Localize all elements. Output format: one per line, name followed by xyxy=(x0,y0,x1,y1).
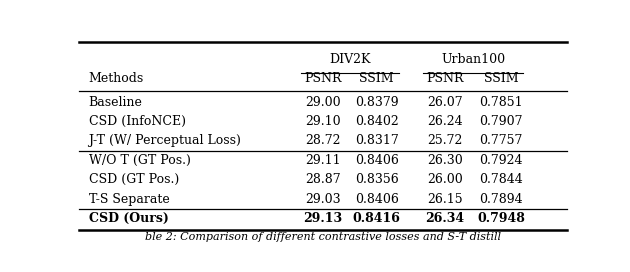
Text: PSNR: PSNR xyxy=(426,72,464,85)
Text: 0.8406: 0.8406 xyxy=(355,154,399,167)
Text: SSIM: SSIM xyxy=(359,72,394,85)
Text: W/O T (GT Pos.): W/O T (GT Pos.) xyxy=(88,154,190,167)
Text: 26.07: 26.07 xyxy=(427,95,463,109)
Text: 0.8406: 0.8406 xyxy=(355,193,399,206)
Text: 0.7844: 0.7844 xyxy=(479,173,523,186)
Text: SSIM: SSIM xyxy=(484,72,518,85)
Text: Methods: Methods xyxy=(88,72,144,85)
Text: 28.87: 28.87 xyxy=(305,173,341,186)
Text: 29.00: 29.00 xyxy=(305,95,341,109)
Text: J-T (W/ Perceptual Loss): J-T (W/ Perceptual Loss) xyxy=(88,134,241,147)
Text: 26.24: 26.24 xyxy=(427,115,463,128)
Text: CSD (GT Pos.): CSD (GT Pos.) xyxy=(88,173,179,186)
Text: ble 2: Comparison of different contrastive losses and S-T distill: ble 2: Comparison of different contrasti… xyxy=(145,232,501,242)
Text: 0.7907: 0.7907 xyxy=(479,115,523,128)
Text: 0.7851: 0.7851 xyxy=(479,95,523,109)
Text: 0.8317: 0.8317 xyxy=(355,134,398,147)
Text: 0.8379: 0.8379 xyxy=(355,95,398,109)
Text: 0.7924: 0.7924 xyxy=(479,154,523,167)
Text: 0.7894: 0.7894 xyxy=(479,193,523,206)
Text: CSD (Ours): CSD (Ours) xyxy=(88,212,168,225)
Text: 0.7948: 0.7948 xyxy=(477,212,525,225)
Text: 26.34: 26.34 xyxy=(425,212,464,225)
Text: DIV2K: DIV2K xyxy=(329,53,370,66)
Text: 29.10: 29.10 xyxy=(305,115,341,128)
Text: T-S Separate: T-S Separate xyxy=(88,193,169,206)
Text: 29.03: 29.03 xyxy=(305,193,341,206)
Text: 28.72: 28.72 xyxy=(305,134,341,147)
Text: CSD (InfoNCE): CSD (InfoNCE) xyxy=(88,115,185,128)
Text: 0.8356: 0.8356 xyxy=(355,173,398,186)
Text: Baseline: Baseline xyxy=(88,95,142,109)
Text: 0.8416: 0.8416 xyxy=(353,212,401,225)
Text: Urban100: Urban100 xyxy=(441,53,505,66)
Text: 26.30: 26.30 xyxy=(427,154,463,167)
Text: 0.8402: 0.8402 xyxy=(355,115,398,128)
Text: 0.7757: 0.7757 xyxy=(479,134,523,147)
Text: 29.13: 29.13 xyxy=(303,212,343,225)
Text: 25.72: 25.72 xyxy=(427,134,462,147)
Text: PSNR: PSNR xyxy=(304,72,341,85)
Text: 29.11: 29.11 xyxy=(305,154,341,167)
Text: 26.00: 26.00 xyxy=(427,173,463,186)
Text: 26.15: 26.15 xyxy=(427,193,463,206)
